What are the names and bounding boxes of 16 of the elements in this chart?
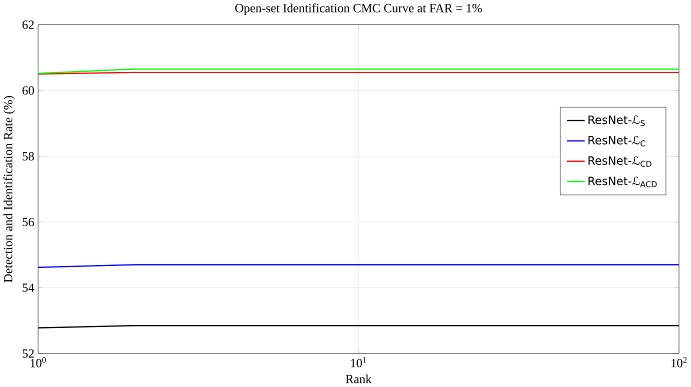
legend-label: ResNet-ℒ$_{C}$ <box>588 136 646 147</box>
y-tick-label: 58 <box>22 152 34 161</box>
y-axis-title: Detection and Identification Rate (%) <box>3 96 15 283</box>
y-tick-label: 52 <box>22 350 34 358</box>
y-tick-label: 60 <box>22 86 34 95</box>
legend-label: ResNet-ℒ$_{ACD}$ <box>588 176 657 188</box>
legend-label: ResNet-ℒ$_{S}$ <box>588 116 645 126</box>
x-axis-title: Rank <box>346 374 372 384</box>
legend-label: ResNet-ℒ$_{CD}$ <box>588 156 652 167</box>
chart-title: Open-set Identification CMC Curve at FAR = 1% <box>235 4 482 16</box>
y-tick-label: 62 <box>22 20 34 30</box>
y-tick-label: 54 <box>22 284 34 292</box>
x-tick-label: 10$^{2}$ <box>672 357 687 368</box>
x-tick-label: 10$^{0}$ <box>30 357 46 368</box>
y-tick-label: 56 <box>22 218 34 226</box>
x-tick-label: 10$^{1}$ <box>351 357 366 368</box>
